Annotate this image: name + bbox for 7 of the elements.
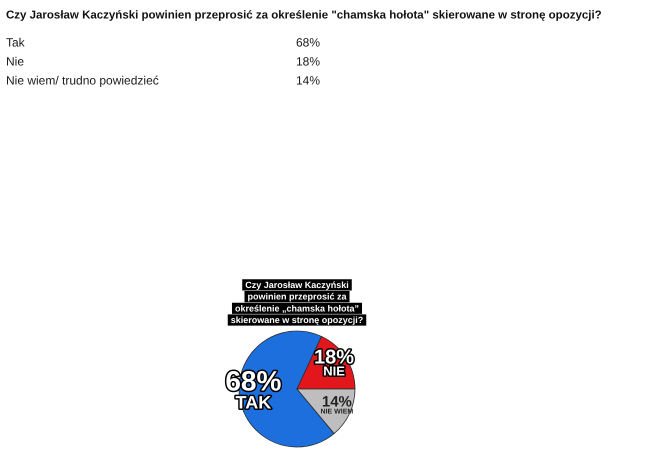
text: 68% bbox=[296, 36, 320, 50]
category-label: Nie wiem/ trudno powiedzieć bbox=[6, 74, 159, 88]
text: Czy Jarosław Kaczyński powinien przeprosić za określenie "chamska hołota" skierowane w stronę opozycji? bbox=[6, 10, 602, 22]
category-label: Tak bbox=[6, 36, 26, 50]
text: 14% bbox=[296, 74, 320, 88]
category-label: Nie bbox=[6, 54, 24, 68]
text: 18% bbox=[296, 54, 320, 68]
